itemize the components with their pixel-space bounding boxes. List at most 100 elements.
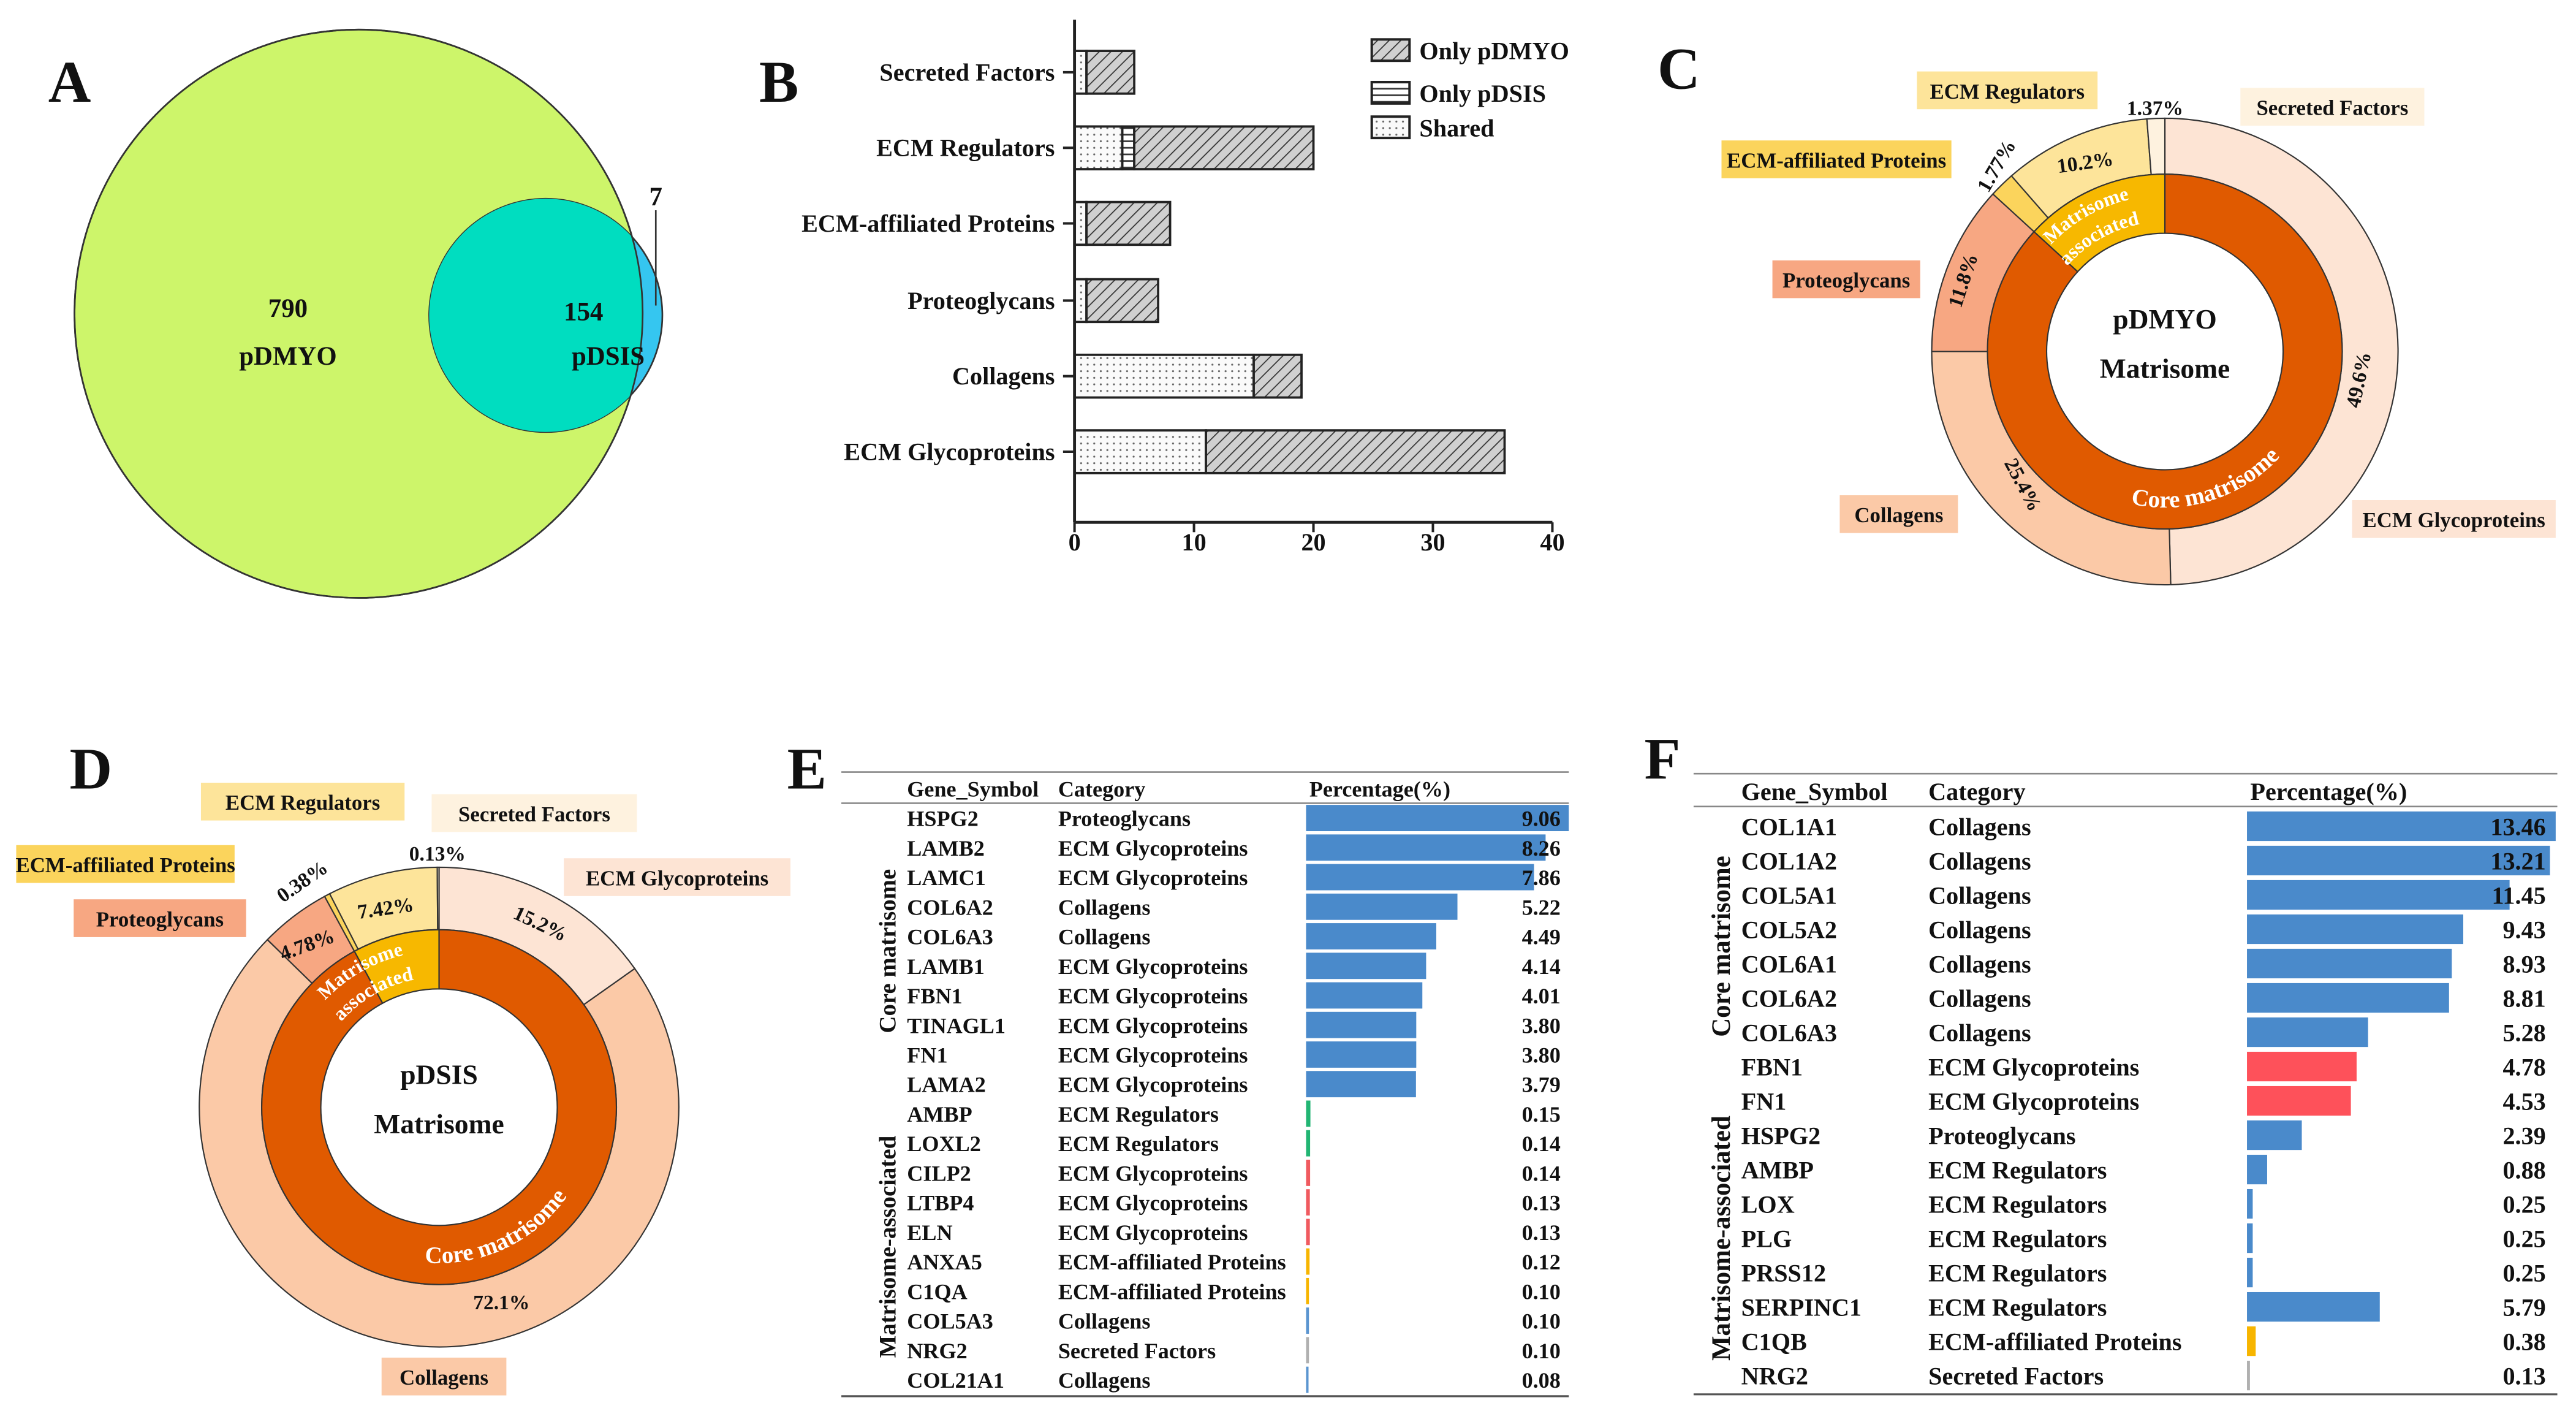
category-label: Secreted Factors: [458, 802, 610, 826]
inner-slice-core-matrisome: [261, 929, 617, 1285]
percentage-value-cell: 9.06: [1522, 807, 1561, 831]
gene-symbol-cell: COL6A3: [907, 925, 993, 949]
percentage-bar: [1306, 1011, 1417, 1038]
category-cell: ECM Regulators: [1058, 1131, 1219, 1156]
bar-chart: Secreted Factors ECM Regulators ECM-affili…: [801, 20, 1569, 556]
percentage-value-cell: 5.22: [1522, 895, 1561, 919]
category-cell: Collagens: [1928, 1019, 2031, 1046]
percentage-value-cell: 0.14: [1522, 1131, 1561, 1156]
table-row: COL6A1 Collagens 8.93: [1741, 948, 2546, 979]
table-row: COL21A1 Collagens 0.08: [907, 1366, 1561, 1393]
percentage-value-cell: 13.21: [2490, 847, 2545, 875]
percentage-value-cell: 0.08: [1522, 1368, 1561, 1393]
table-row: LOX ECM Regulators 0.25: [1741, 1189, 2546, 1219]
gene-symbol-cell: PRSS12: [1741, 1260, 1826, 1287]
gene-symbol-cell: COL21A1: [907, 1368, 1004, 1393]
percentage-value-cell: 4.53: [2502, 1088, 2545, 1116]
category-label: Collagens: [1854, 503, 1943, 527]
percentage-value-cell: 4.01: [1522, 984, 1561, 1008]
legend-swatch: [1370, 80, 1411, 105]
gene-symbol-cell: SERPINC1: [1741, 1294, 1862, 1322]
x-tick-label: 40: [1540, 528, 1564, 556]
table-row: COL6A3 Collagens 5.28: [1741, 1017, 2546, 1048]
panel-label-b: B: [759, 49, 798, 115]
panel-label-a: A: [48, 49, 91, 115]
y-tick-label: Proteoglycans: [907, 287, 1055, 314]
category-cell: ECM Regulators: [1928, 1191, 2107, 1219]
percentage-value-cell: 0.25: [2502, 1225, 2545, 1253]
category-label-box: [1917, 71, 2098, 110]
category-cell: ECM Glycoproteins: [1058, 1043, 1248, 1067]
venn-overlap: [429, 199, 643, 432]
column-header: Category: [1058, 777, 1146, 802]
gene-symbol-cell: C1QA: [907, 1279, 967, 1304]
percentage-bar: [2247, 1291, 2380, 1322]
category-cell: ECM Glycoproteins: [1058, 1220, 1248, 1245]
category-label-box: [74, 899, 246, 937]
percentage-value-cell: 0.25: [2502, 1260, 2545, 1287]
inner-slice-matrisome-associated: [2033, 173, 2166, 273]
gene-symbol-cell: COL6A2: [1741, 984, 1837, 1012]
category-cell: ECM Regulators: [1928, 1260, 2107, 1287]
category-label-box: [16, 845, 235, 883]
category-cell: ECM Regulators: [1928, 1294, 2107, 1322]
percentage-value-cell: 4.14: [1522, 954, 1561, 979]
percentage-bar: [2247, 845, 2550, 876]
gene-table-e: Gene_Symbol Category Percentage(%) HSPG2 Pro…: [841, 771, 1569, 1398]
table-row: COL1A1 Collagens 13.46: [1741, 811, 2556, 842]
venn-count-pdmyo: 790: [268, 294, 308, 323]
category-cell: Collagens: [1058, 1368, 1151, 1393]
table-row: FBN1 ECM Glycoproteins 4.78: [1741, 1051, 2546, 1082]
category-label-box: [200, 782, 405, 821]
donut-center-title: pDMYO: [2113, 303, 2217, 335]
bar-segment-shared: [1073, 278, 1088, 324]
percentage-value-cell: 11.45: [2492, 881, 2546, 909]
percentage-bar: [2247, 1154, 2267, 1185]
category-cell: ECM Glycoproteins: [1058, 984, 1248, 1008]
table-row: COL6A2 Collagens 5.22: [907, 893, 1561, 920]
table-row: COL1A2 Collagens 13.21: [1741, 845, 2550, 876]
table-row: AMBP ECM Regulators 0.88: [1741, 1154, 2546, 1185]
gene-symbol-cell: LAMC1: [907, 865, 986, 890]
category-cell: ECM Glycoproteins: [1058, 954, 1248, 979]
table-row: COL5A3 Collagens 0.10: [907, 1307, 1561, 1334]
category-cell: Collagens: [1058, 1309, 1151, 1334]
percentage-bar: [2247, 811, 2556, 842]
category-cell: Secreted Factors: [1928, 1363, 2104, 1390]
donut-center-subtitle: Matrisome: [374, 1108, 504, 1139]
category-label: ECM Regulators: [1930, 80, 2085, 104]
bar-segment-shared: [1073, 50, 1088, 95]
gene-symbol-cell: COL1A2: [1741, 847, 1837, 875]
percentage-bar: [2247, 914, 2464, 945]
category-cell: Collagens: [1928, 950, 2031, 978]
row-group-label: Matrisome-associated: [1707, 1116, 1736, 1361]
percentage-bar: [1306, 834, 1546, 861]
legend-swatch: [1370, 115, 1411, 140]
table-row: ELN ECM Glycoproteins 0.13: [907, 1219, 1561, 1246]
bar-segment-only-pdmyo: [1252, 353, 1303, 399]
panel-label-e: E: [787, 736, 827, 801]
category-cell: ECM Regulators: [1058, 1102, 1219, 1127]
percentage-bar: [2247, 1326, 2256, 1356]
category-cell: ECM Glycoproteins: [1928, 1054, 2139, 1081]
table-row: COL5A2 Collagens 9.43: [1741, 914, 2546, 945]
column-header: Percentage(%): [2250, 778, 2407, 805]
table-row: LAMA2 ECM Glycoproteins 3.79: [907, 1071, 1561, 1098]
table-row: LAMB1 ECM Glycoproteins 4.14: [907, 953, 1561, 979]
gene-symbol-cell: ELN: [907, 1220, 952, 1245]
table-row: AMBP ECM Regulators 0.15: [907, 1100, 1561, 1127]
gene-symbol-cell: LOX: [1741, 1191, 1795, 1219]
category-cell: Collagens: [1928, 881, 2031, 909]
percentage-bar: [1306, 982, 1423, 1009]
category-label: ECM-affiliated Proteins: [1727, 148, 1946, 172]
percentage-bar: [1306, 1337, 1309, 1364]
percentage-bar: [1306, 805, 1569, 832]
gene-symbol-cell: LOXL2: [907, 1131, 981, 1156]
gene-symbol-cell: PLG: [1741, 1225, 1792, 1253]
gene-symbol-cell: FBN1: [1741, 1054, 1803, 1081]
slice-percent-label: 72.1%: [473, 1291, 529, 1314]
category-cell: ECM Regulators: [1928, 1157, 2107, 1184]
percentage-value-cell: 4.49: [1522, 925, 1561, 949]
table-row: NRG2 Secreted Factors 0.10: [907, 1337, 1561, 1364]
category-label-box: [1772, 260, 1920, 299]
